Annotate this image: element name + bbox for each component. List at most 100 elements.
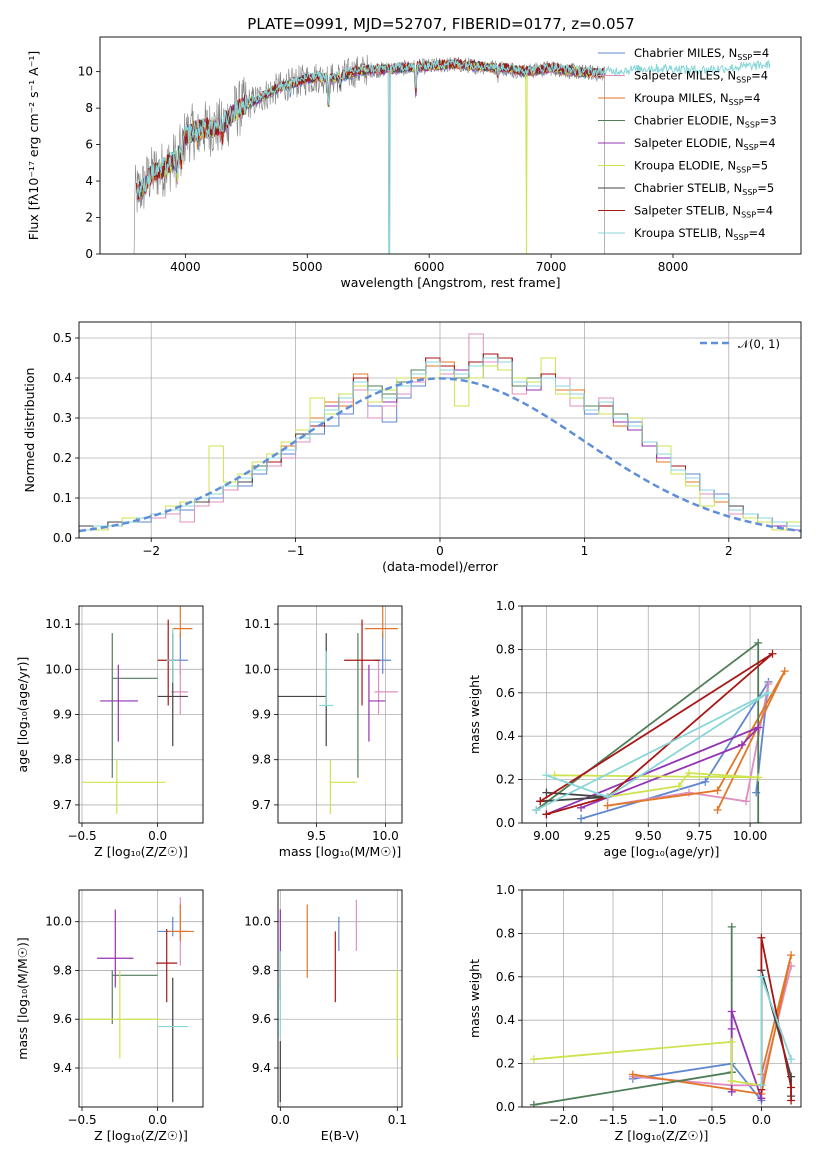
y-tick-label: 0.4	[496, 1013, 515, 1027]
weight-marker	[532, 805, 541, 814]
legend-label: Kroupa STELIB, N	[634, 226, 734, 240]
x-axis-label: E(B-V)	[321, 1128, 360, 1143]
x-tick-label: 1	[581, 544, 589, 558]
legend-suffix: =4	[751, 69, 768, 83]
legend-label: Chabrier STELIB, N	[634, 181, 742, 195]
gaussian-curve	[79, 377, 801, 533]
errorbar-kroupa-elodie	[82, 759, 166, 814]
legend-sub: SSP	[729, 98, 744, 107]
model-line-kroupa-elodie	[136, 59, 606, 254]
legend-label: Salpeter MILES, N	[634, 69, 736, 83]
axes-frame	[521, 605, 802, 824]
legend-entry: Kroupa ELODIE, NSSP=5	[634, 159, 768, 175]
legend-sub: SSP	[741, 211, 756, 220]
x-tick-label: −0.5	[67, 829, 96, 843]
model-line-salpeter-stelib	[136, 57, 606, 201]
y-tick-label: 0.4	[53, 371, 72, 385]
weight-marker	[757, 972, 766, 981]
x-axis-label: Z [log₁₀(Z/Z☉)]	[615, 1128, 709, 1143]
y-axis-label: age [log₁₀(age/yr)]	[15, 657, 30, 773]
legend: 𝒩(0, 1)	[700, 337, 780, 351]
legend-label: Salpeter ELODIE, N	[634, 136, 744, 150]
weight-marker	[701, 777, 710, 786]
legend-sub: SSP	[742, 188, 757, 197]
grid	[278, 606, 402, 823]
weight-marker	[536, 797, 545, 806]
weight-line	[533, 1040, 762, 1087]
legend-label: Kroupa MILES, N	[634, 91, 729, 105]
y-tick-label: 9.8	[53, 963, 72, 977]
legend-sub: SSP	[736, 166, 751, 175]
ticks: 9.00 9.25 9.50 9.75 10.00 0.0 0.2 0.4 0.6 0.8 1.0	[496, 599, 767, 843]
x-axis-label: mass [log₁₀(M/M☉)]	[279, 844, 401, 859]
weight-marker	[713, 786, 722, 795]
y-tick-label: 9.8	[53, 753, 72, 767]
plot-area	[79, 333, 801, 538]
weight-line	[533, 926, 733, 1106]
legend-entry: Kroupa STELIB, NSSP=4	[634, 226, 765, 242]
weight-marker	[603, 792, 612, 801]
weight-marker	[577, 814, 586, 823]
weight-marker	[684, 769, 693, 778]
weight-marker	[787, 1083, 796, 1092]
y-tick-label: 9.6	[252, 1012, 271, 1026]
errorbar-kroupa-miles	[172, 606, 193, 638]
x-tick-label: 8000	[658, 260, 689, 274]
x-tick-label: −1	[287, 544, 305, 558]
y-tick-label: 0.3	[53, 411, 72, 425]
weight-marker	[787, 1096, 796, 1105]
ticks: 4000 5000 6000 7000 8000 0 2 4 6 8 10	[78, 65, 689, 274]
y-tick-label: 6	[85, 138, 93, 152]
weight-line	[535, 691, 769, 811]
x-tick-label: −0.5	[67, 1113, 96, 1127]
legend-entry: Chabrier MILES, NSSP=4	[634, 46, 769, 62]
weight-series-salpeter-elodie	[727, 1007, 766, 1103]
legend-label: Salpeter STELIB, N	[634, 204, 741, 218]
x-tick-label: 9.25	[584, 829, 611, 843]
age-vs-metallicity-panel: −0.5 0.0 9.7 9.8 9.9 10.0 10.1 Z [log₁₀(Z/Z☉)] a…	[15, 605, 204, 859]
y-tick-label: 10.0	[45, 915, 72, 929]
weight-marker	[754, 723, 763, 732]
ticks: −0.5 0.0 9.7 9.8 9.9 10.0 10.1	[45, 617, 167, 843]
y-tick-label: 8	[85, 101, 93, 115]
legend-label: Chabrier ELODIE, N	[634, 114, 745, 128]
y-tick-label: 0.6	[496, 970, 515, 984]
weight-marker	[764, 688, 773, 697]
axes-frame	[78, 889, 204, 1108]
x-tick-label: 0.0	[271, 1113, 290, 1127]
legend: Chabrier MILES, NSSP=4 Salpeter MILES, N S…	[598, 46, 777, 242]
errorbar-salpeter-stelib	[156, 929, 178, 1003]
weight-marker	[727, 1087, 736, 1096]
weight-marker	[780, 667, 789, 676]
weight-marker	[737, 740, 746, 749]
legend-entry: Chabrier STELIB, NSSP=5	[634, 181, 774, 197]
legend-sub: SSP	[744, 143, 759, 152]
legend-entry: Salpeter ELODIE, NSSP=4	[634, 136, 776, 152]
y-tick-label: 1.0	[496, 883, 515, 897]
x-tick-label: −2	[142, 544, 160, 558]
residuals-panel: −2 −1 0 1 2 0.0 0.1 0.2 0.3 0.4 0.5 (data-model)/er…	[22, 321, 802, 574]
y-tick-label: 4	[85, 174, 93, 188]
y-tick-label: 0.2	[496, 773, 515, 787]
x-tick-label: 0.0	[148, 829, 167, 843]
y-axis-label: mass [log₁₀(M/M☉)]	[15, 937, 30, 1059]
figure-title: PLATE=0991, MJD=52707, FIBERID=0177, z=0…	[247, 15, 634, 33]
y-tick-label: 0.5	[53, 331, 72, 345]
y-tick-label: 0	[85, 247, 93, 261]
x-tick-label: 9.50	[635, 829, 662, 843]
x-tick-label: 10.00	[733, 829, 767, 843]
errorbar-kroupa-stelib	[166, 628, 179, 683]
errorbar-chabrier-elodie	[111, 970, 158, 1025]
plot-area	[278, 606, 398, 814]
x-axis-label: (data-model)/error	[382, 559, 499, 574]
errorbar-kroupa-miles	[166, 904, 194, 942]
weight-marker	[757, 1094, 766, 1103]
axes-frame	[99, 36, 802, 255]
mass-vs-ebv-panel: 0.0 0.1 9.4 9.6 9.8 10.0 E(B-V)	[244, 889, 407, 1143]
weight-marker	[529, 1100, 538, 1107]
weight-marker	[787, 1055, 796, 1064]
legend-entry: Chabrier ELODIE, NSSP=3	[634, 114, 777, 130]
legend-suffix: =4	[752, 46, 769, 60]
weight-line	[546, 726, 759, 816]
plot-area	[82, 606, 193, 814]
